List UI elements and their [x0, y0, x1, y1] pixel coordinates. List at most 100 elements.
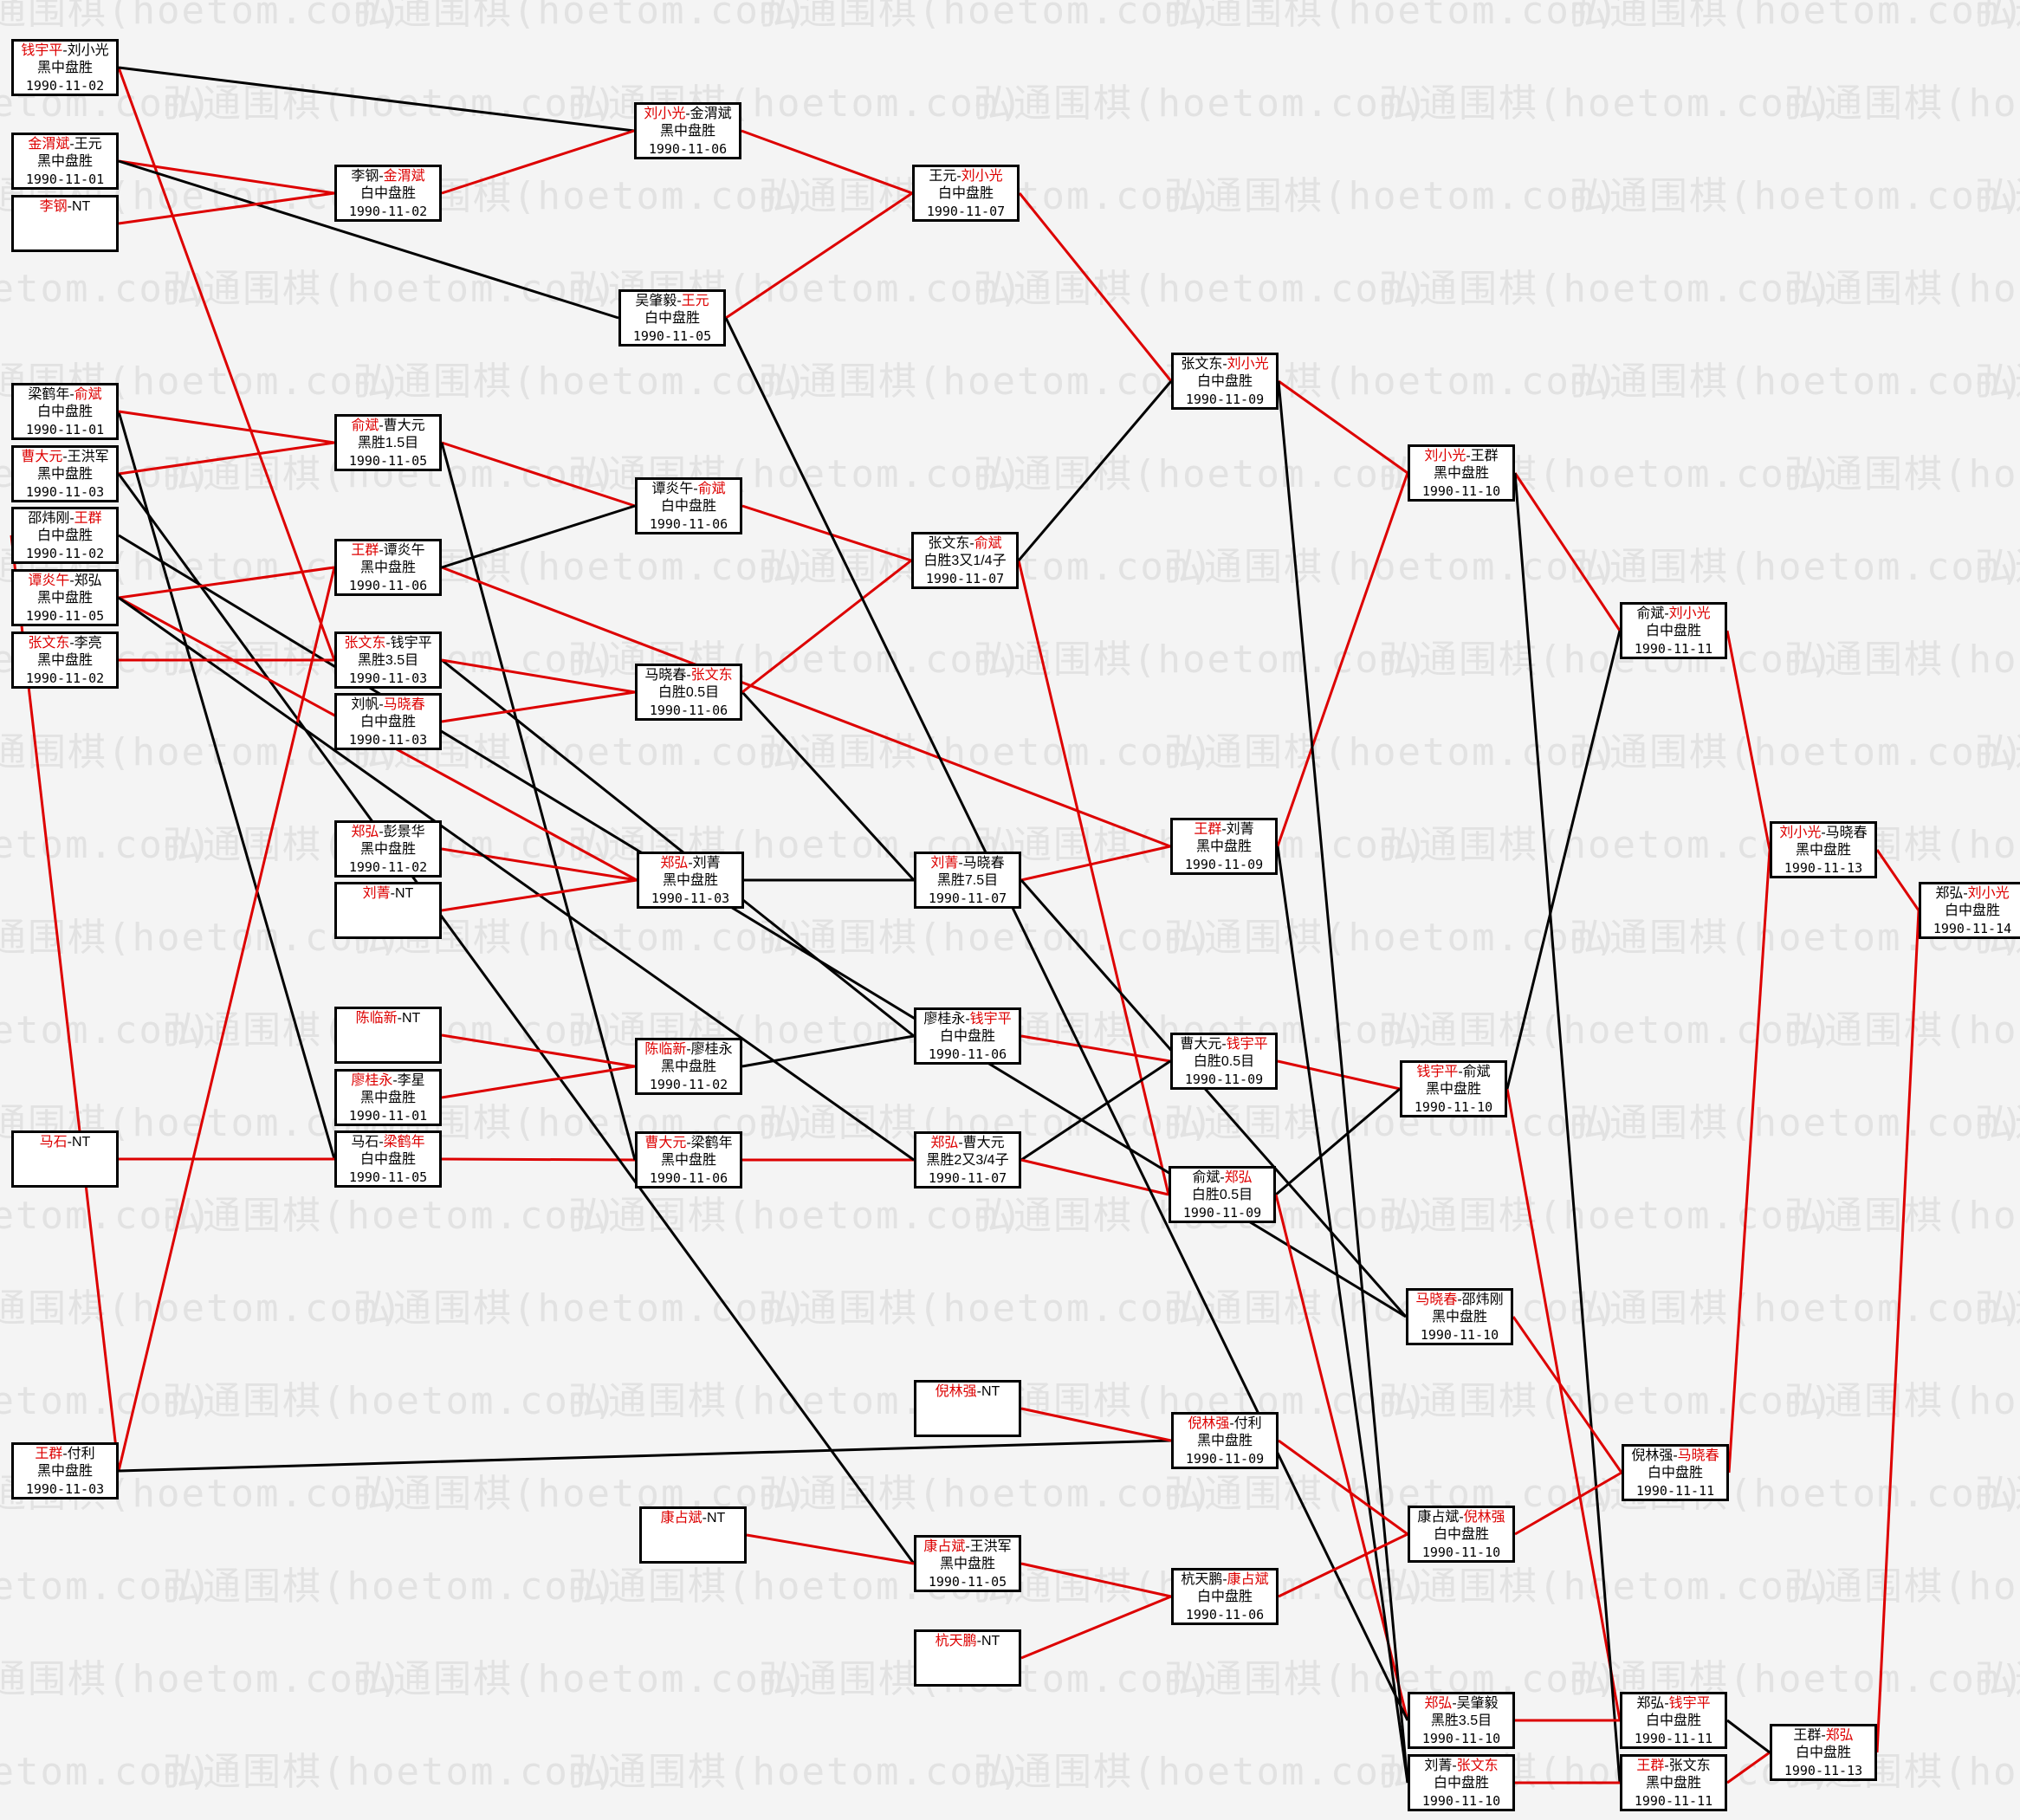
matchup-separator: - [390, 886, 395, 901]
game-box: 郑弘-钱宇平 白中盘胜 1990-11-11 [1620, 1692, 1727, 1749]
game-result: 白中盘胜 [1645, 1713, 1701, 1728]
game-box: 钱宇平-俞斌 黑中盘胜 1990-11-10 [1400, 1060, 1507, 1117]
game-result: 白中盘胜 [359, 1152, 416, 1167]
winner-path-line [725, 191, 913, 320]
game-date: 1990-11-06 [928, 1046, 1007, 1062]
winner-path-line [1020, 845, 1171, 882]
player-name: 俞斌 [1636, 606, 1665, 621]
game-result: 白中盘胜 [1196, 374, 1253, 389]
winner-path-line [1725, 630, 1771, 851]
matchup-players: 陈临新-NT [337, 1010, 439, 1027]
player-name: 钱宇平 [969, 1012, 1012, 1027]
matchup-players: 马晓春-邵炜刚 [1408, 1292, 1511, 1309]
matchup-players: 梁鹤年-俞斌 [14, 386, 116, 404]
watermark-text: 弘通围棋(hoetom.com) [1975, 1657, 2020, 1701]
winner-path-line [118, 410, 335, 444]
winner-path-line [741, 129, 913, 195]
matchup-players: 杭天鹏-康占斌 [1174, 1571, 1276, 1589]
player-name: 王群 [35, 1447, 63, 1461]
game-box: 谭炎午-俞斌 白中盘胜 1990-11-06 [635, 477, 742, 534]
watermark-text: 弘通围棋(hoetom.com) [353, 1286, 809, 1331]
game-result: 黑胜3.5目 [1430, 1713, 1492, 1728]
watermark-text: 弘通围棋(hoetom.com) [1164, 730, 1620, 774]
matchup-separator: - [1821, 826, 1826, 840]
player-name: 廖桂永 [351, 1073, 393, 1088]
watermark-text: 弘通围棋(hoetom.com) [759, 0, 1214, 33]
game-result: 白胜0.5目 [1193, 1054, 1255, 1069]
loser-path-line [1020, 879, 1408, 1318]
game-date: 1990-11-05 [25, 608, 105, 624]
game-date: 1990-11-05 [928, 1574, 1007, 1590]
game-result: 白中盘胜 [1645, 624, 1701, 638]
player-name: 马晓春 [962, 856, 1005, 871]
game-result: 黑中盘胜 [1196, 1434, 1253, 1448]
winner-path-line [1727, 849, 1771, 1473]
watermark-text: 弘通围棋(hoetom.com) [1570, 730, 2020, 774]
game-date: 1990-11-10 [1420, 1327, 1499, 1343]
matchup-separator: - [379, 543, 384, 558]
game-date: 1990-11-06 [649, 703, 728, 718]
player-name: 金渭斌 [383, 169, 425, 184]
player-name: 马晓春 [1677, 1448, 1719, 1463]
watermark-text: 弘通围棋(hoetom.com) [163, 1194, 618, 1238]
player-name: 马石 [351, 1135, 379, 1150]
game-box: 俞斌-曹大元 黑胜1.5目 1990-11-05 [334, 414, 442, 471]
player-name: 刘菁 [362, 886, 391, 901]
player-name: 郑弘 [74, 573, 102, 588]
game-date: 1990-11-09 [1182, 1205, 1262, 1221]
player-name: 张文东 [928, 536, 970, 551]
matchup-players: 李钢-NT [14, 198, 116, 216]
matchup-players: 王群-付利 [14, 1446, 116, 1463]
matchup-players: 曹大元-梁鹤年 [638, 1135, 740, 1152]
game-date: 1990-11-06 [649, 516, 728, 532]
player-name: 马晓春 [644, 668, 687, 683]
game-box: 廖桂永-钱宇平 白中盘胜 1990-11-06 [914, 1007, 1021, 1065]
game-box: 王群-刘菁 黑中盘胜 1990-11-09 [1170, 818, 1278, 875]
game-result: 黑中盘胜 [939, 1557, 995, 1571]
matchup-separator: - [976, 1384, 981, 1399]
loser-path-line [724, 317, 1409, 1721]
player-name: 王群 [351, 543, 379, 558]
game-box: 李钢-NT [11, 195, 119, 252]
loser-path-line [1020, 1059, 1171, 1162]
matchup-players: 吴肇毅-王元 [621, 293, 723, 310]
matchup-players: 俞斌-郑弘 [1171, 1169, 1273, 1187]
matchup-separator: - [379, 1135, 384, 1150]
winner-path-line [1017, 560, 1170, 1195]
watermark-text: 弘通围棋(hoetom.com) [974, 452, 1429, 496]
matchup-players: 王元-刘小光 [915, 168, 1017, 185]
watermark-text: 弘通围棋(hoetom.com) [974, 638, 1429, 682]
matchup-players: 谭炎午-俞斌 [638, 481, 740, 498]
watermark-text: 弘通围棋(hoetom.com) [0, 267, 213, 311]
matchup-players: 曹大元-王洪军 [14, 449, 116, 466]
game-box: 倪林强-付利 黑中盘胜 1990-11-09 [1171, 1412, 1279, 1469]
game-result: 黑中盘胜 [662, 873, 718, 888]
game-result: 黑中盘胜 [359, 842, 416, 857]
player-name: NT [981, 1634, 1000, 1648]
winner-path-line [1278, 1532, 1408, 1598]
matchup-separator: - [379, 169, 384, 184]
player-name: 曹大元 [21, 450, 63, 464]
game-box: 王群-张文东 黑中盘胜 1990-11-11 [1620, 1754, 1727, 1811]
matchup-players: 廖桂永-钱宇平 [916, 1011, 1019, 1028]
watermark-text: 弘通围棋(hoetom.com) [1784, 81, 2020, 126]
winner-path-line [1020, 1034, 1171, 1063]
loser-path-line [441, 504, 636, 569]
player-name: 钱宇平 [390, 636, 432, 651]
game-box: 倪林强-马晓春 白中盘胜 1990-11-11 [1622, 1444, 1729, 1501]
winner-path-line [10, 534, 120, 1472]
matchup-separator: - [69, 636, 74, 651]
winner-path-line [441, 1065, 636, 1099]
watermark-text: 弘通围棋(hoetom.com) [1975, 1472, 2020, 1516]
matchup-separator: - [69, 511, 74, 526]
game-box: 杭天鹏-康占斌 白中盘胜 1990-11-06 [1171, 1568, 1279, 1625]
game-result: 白胜0.5目 [1191, 1188, 1253, 1202]
watermark-text: 弘通围棋(hoetom.com) [0, 1657, 404, 1701]
game-box: 刘菁-马晓春 黑胜7.5目 1990-11-07 [914, 852, 1021, 909]
player-name: NT [981, 1384, 1000, 1399]
winner-path-line [1020, 1407, 1172, 1442]
player-name: 张文东 [1668, 1758, 1711, 1773]
loser-path-line [1276, 845, 1409, 1784]
player-name: 郑弘 [930, 1136, 959, 1150]
matchup-players: 郑弘-吴肇毅 [1410, 1695, 1512, 1713]
